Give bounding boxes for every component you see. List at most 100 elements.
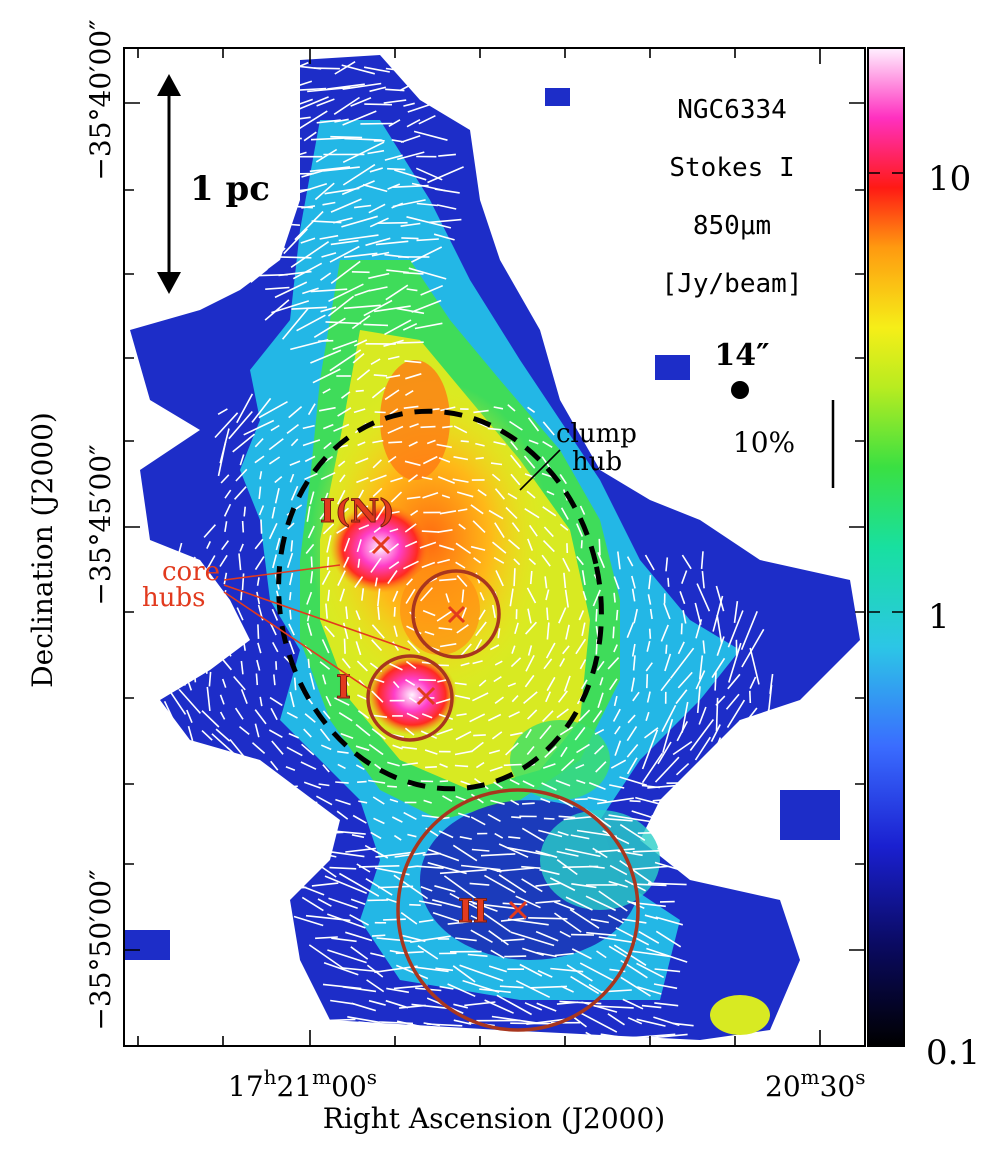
polarization-vector — [351, 314, 371, 330]
polarization-vector — [232, 433, 256, 453]
polarization-vector — [435, 967, 454, 972]
polarization-vector — [470, 741, 484, 753]
polarization-vector — [459, 964, 504, 982]
polarization-vector — [335, 798, 351, 806]
polarization-vector — [542, 421, 555, 436]
polarization-vector — [406, 216, 452, 229]
polarization-vector — [268, 456, 281, 465]
polarization-vector — [311, 882, 339, 887]
polarization-vector — [387, 425, 404, 434]
polarization-vector — [555, 779, 571, 787]
polarization-vector — [453, 425, 468, 434]
polarization-vector — [228, 410, 253, 440]
polarization-vector — [454, 764, 469, 768]
polarization-vector — [461, 589, 465, 603]
polarization-vector — [449, 892, 481, 911]
polarization-vector — [479, 591, 485, 601]
polarization-vector — [329, 349, 362, 372]
polarization-vector — [495, 570, 504, 587]
polarization-vector — [470, 504, 484, 515]
label-i-n: I(N) — [320, 492, 395, 530]
polarization-vector — [515, 980, 551, 999]
polarization-vector — [154, 639, 159, 652]
polarization-vector — [329, 866, 357, 870]
polarization-vector — [303, 781, 322, 789]
colorbar: 10 1 0.1 — [867, 47, 980, 1073]
polarization-vector — [657, 847, 680, 858]
polarization-vector — [373, 817, 385, 825]
polarization-vector — [406, 712, 419, 720]
polarization-vector — [597, 551, 606, 569]
polarization-vector — [644, 554, 655, 571]
polarization-vector — [597, 797, 634, 805]
polarization-vector — [324, 812, 333, 819]
polarization-vector — [352, 352, 365, 364]
polarization-vector — [672, 1022, 694, 1027]
polarization-vector — [631, 575, 636, 589]
polarization-vector — [339, 588, 346, 602]
polarization-vector — [342, 986, 377, 993]
polarization-vector — [607, 657, 620, 670]
polarization-vector — [452, 844, 478, 862]
polarization-vector — [418, 900, 442, 907]
polarization-vector — [337, 570, 346, 586]
polarization-vector — [164, 673, 180, 690]
polarization-vector — [326, 1018, 356, 1022]
polarization-vector — [307, 622, 313, 636]
beam-marker — [731, 381, 749, 399]
polarization-vector — [370, 952, 385, 958]
polarization-vector — [667, 577, 670, 587]
polarization-vector — [246, 243, 275, 265]
polarization-vector — [541, 782, 557, 791]
polarization-vector — [135, 727, 146, 739]
polarization-vector — [491, 731, 503, 740]
polarization-vector — [626, 725, 638, 742]
polarization-vector — [182, 99, 201, 114]
polarization-vector — [629, 1033, 676, 1039]
polarization-vector — [657, 741, 672, 765]
polarization-vector — [238, 553, 242, 571]
polarization-vector — [398, 1029, 430, 1046]
polarization-vector — [163, 700, 180, 731]
polarization-vector — [695, 619, 703, 639]
polarization-vector — [240, 660, 244, 675]
polarization-vector — [594, 728, 605, 735]
polarization-vector — [322, 388, 331, 394]
polarization-vector — [739, 732, 762, 767]
polarization-vector — [237, 197, 277, 211]
polarization-vector — [301, 743, 315, 756]
polarization-vector — [214, 58, 238, 78]
polarization-vector — [542, 506, 557, 517]
colorbar-tick-0-1: 0.1 — [926, 1033, 980, 1073]
polarization-vector — [376, 937, 412, 942]
polarization-vector — [342, 110, 377, 126]
polarization-vector — [439, 763, 448, 769]
polarization-vector — [238, 725, 250, 736]
polarization-vector — [339, 474, 346, 483]
polarization-vector — [371, 728, 386, 740]
polarization-vector — [559, 523, 569, 531]
polarization-vector — [304, 801, 318, 804]
polarization-vector — [570, 975, 600, 995]
polarization-vector — [590, 918, 609, 924]
polarization-vector — [613, 576, 620, 590]
polarization-vector — [293, 915, 324, 927]
y-tick-label-50: −35°50′00″ — [84, 869, 117, 1030]
polarization-vector — [609, 784, 625, 789]
polarization-vector — [338, 712, 353, 722]
polarization-vector — [283, 136, 302, 140]
polarization-vector — [475, 621, 487, 637]
polarization-vector — [559, 726, 573, 736]
polarization-vector — [286, 746, 303, 757]
polarization-vector — [201, 710, 220, 728]
polarization-vector — [701, 571, 705, 589]
polarization-vector — [302, 424, 315, 430]
label-ii: II — [458, 892, 488, 930]
polarization-vector — [395, 951, 424, 955]
polarization-vector — [674, 815, 690, 823]
polarization-vector — [588, 865, 605, 869]
polarization-vector — [198, 144, 220, 171]
polarization-vector — [432, 911, 464, 924]
polarization-vector — [150, 738, 162, 759]
polarization-vector — [393, 625, 398, 637]
